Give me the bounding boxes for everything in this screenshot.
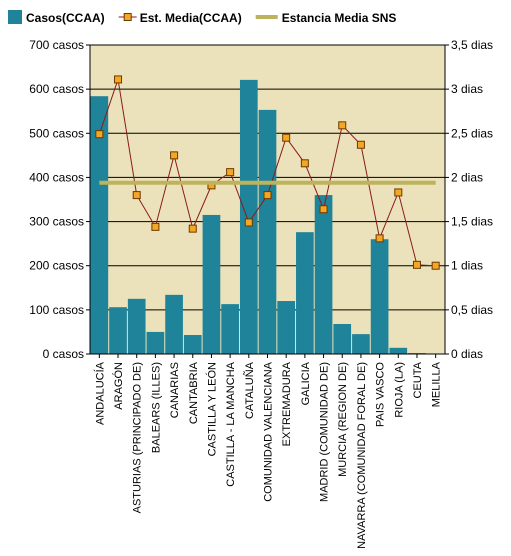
y2-tick-label: 3,5 dias xyxy=(451,38,493,52)
y-tick-label: 600 casos xyxy=(29,82,84,96)
legend-swatch xyxy=(124,14,131,21)
marker xyxy=(413,261,420,268)
y-tick-label: 700 casos xyxy=(29,38,84,52)
x-tick-label: MADRID (COMUNIDAD DE) xyxy=(319,362,331,502)
x-tick-label: CASTILLA Y LEÓN xyxy=(205,362,218,456)
y2-tick-label: 3 dias xyxy=(451,82,483,96)
y2-tick-label: 2 dias xyxy=(451,170,483,184)
x-tick-label: RIOJA (LA) xyxy=(393,362,405,418)
x-tick-label: MELILLA xyxy=(431,361,443,407)
marker xyxy=(320,206,327,213)
bar xyxy=(333,324,351,354)
marker xyxy=(339,122,346,129)
x-tick-label: ASTURIAS (PRINCIPADO DE) xyxy=(132,362,144,513)
x-tick-label: GALICIA xyxy=(300,361,312,405)
marker xyxy=(264,192,271,199)
y2-tick-label: 0 dias xyxy=(451,347,483,361)
marker xyxy=(245,219,252,226)
bar xyxy=(259,110,277,354)
bar xyxy=(352,334,370,354)
marker xyxy=(152,223,159,230)
marker xyxy=(115,76,122,83)
marker xyxy=(96,131,103,138)
bar xyxy=(277,301,295,354)
y-tick-label: 100 casos xyxy=(29,303,84,317)
y2-tick-label: 1,5 dias xyxy=(451,215,493,229)
legend-label: Est. Media(CCAA) xyxy=(140,11,242,25)
marker xyxy=(171,152,178,159)
marker xyxy=(133,192,140,199)
bar xyxy=(371,239,389,354)
marker xyxy=(376,235,383,242)
y-tick-label: 500 casos xyxy=(29,126,84,140)
y-tick-label: 200 casos xyxy=(29,259,84,273)
x-tick-label: PAIS VASCO xyxy=(375,362,387,427)
bar xyxy=(296,232,314,354)
marker xyxy=(432,262,439,269)
x-tick-label: CATALUÑA xyxy=(243,361,256,419)
x-tick-label: NAVARRA (COMUNIDAD FORAL DE) xyxy=(356,362,368,549)
bar xyxy=(221,304,239,354)
marker xyxy=(357,141,364,148)
y-tick-label: 400 casos xyxy=(29,170,84,184)
bar xyxy=(203,215,221,354)
marker xyxy=(283,134,290,141)
marker xyxy=(301,160,308,167)
bar xyxy=(240,80,258,354)
marker xyxy=(395,189,402,196)
y-tick-label: 0 casos xyxy=(43,347,84,361)
bar xyxy=(165,295,183,354)
x-tick-label: CASTILLA - LA MANCHA xyxy=(225,361,237,486)
x-tick-label: CANTABRIA xyxy=(188,361,200,424)
x-tick-label: COMUNIDAD VALENCIANA xyxy=(263,361,275,501)
marker xyxy=(189,225,196,232)
bar xyxy=(389,348,407,354)
x-tick-label: ARAGÓN xyxy=(112,362,125,410)
x-tick-label: CANARIAS xyxy=(169,362,181,418)
x-tick-label: CEUTA xyxy=(412,361,424,398)
bar xyxy=(128,299,146,354)
legend-swatch xyxy=(8,10,22,24)
y-tick-label: 300 casos xyxy=(29,215,84,229)
x-tick-label: BALEARS (ILLES) xyxy=(150,362,162,453)
y2-tick-label: 1 dias xyxy=(451,259,483,273)
y2-tick-label: 2,5 dias xyxy=(451,126,493,140)
bar xyxy=(184,335,202,354)
bar xyxy=(315,195,333,354)
legend-label: Estancia Media SNS xyxy=(282,11,397,25)
x-tick-label: MURCIA (REGION DE) xyxy=(337,362,349,477)
y2-tick-label: 0,5 dias xyxy=(451,303,493,317)
x-tick-label: ANDALUCÍA xyxy=(93,361,106,425)
marker xyxy=(227,169,234,176)
bar xyxy=(109,307,127,354)
x-tick-label: EXTREMADURA xyxy=(281,361,293,446)
bar xyxy=(147,332,165,354)
legend-label: Casos(CCAA) xyxy=(26,11,105,25)
